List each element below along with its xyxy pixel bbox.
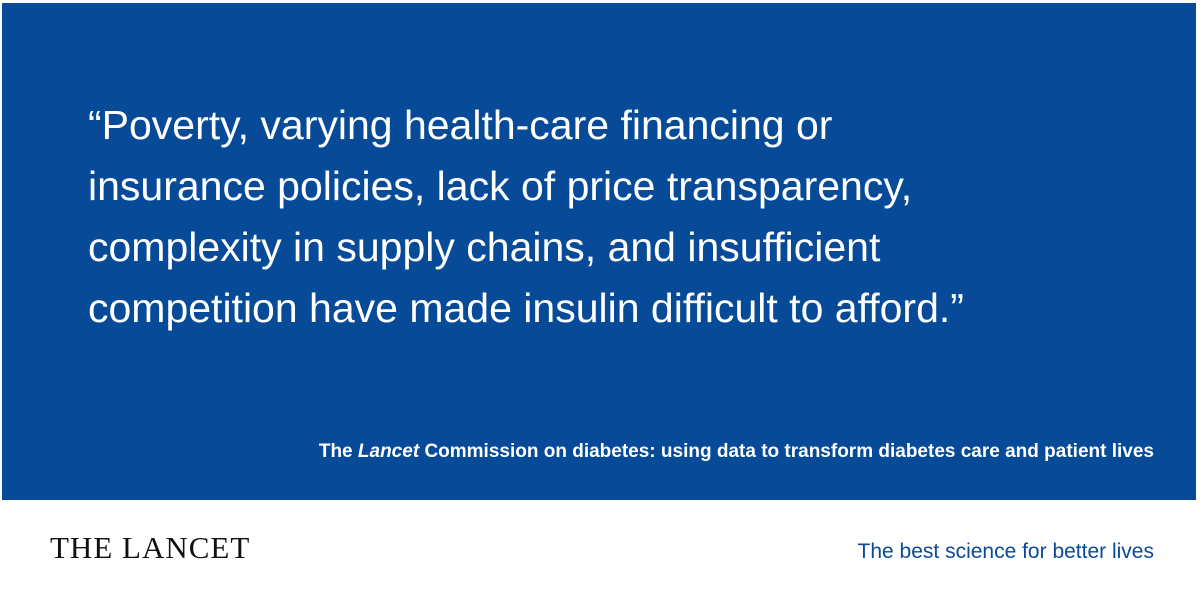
quote-line: insurance policies, lack of price transp… (88, 163, 913, 209)
source: The Lancet Commission on diabetes: using… (319, 441, 1154, 463)
source-italic: Lancet (357, 441, 420, 462)
tagline: The best science for better lives (857, 540, 1154, 563)
quote-panel: “Poverty, varying health-care financing … (2, 3, 1196, 500)
quote-line: competition have made insulin difficult … (88, 285, 964, 331)
quote-line: complexity in supply chains, and insuffi… (88, 224, 881, 270)
brand: THE LANCET (50, 530, 251, 565)
source-text: The (318, 441, 353, 462)
source-text: Commission on diabetes: using data to tr… (424, 441, 1154, 462)
quote-line: “Poverty, varying health-care financing … (88, 102, 833, 148)
quote: “Poverty, varying health-care financing … (88, 95, 964, 339)
